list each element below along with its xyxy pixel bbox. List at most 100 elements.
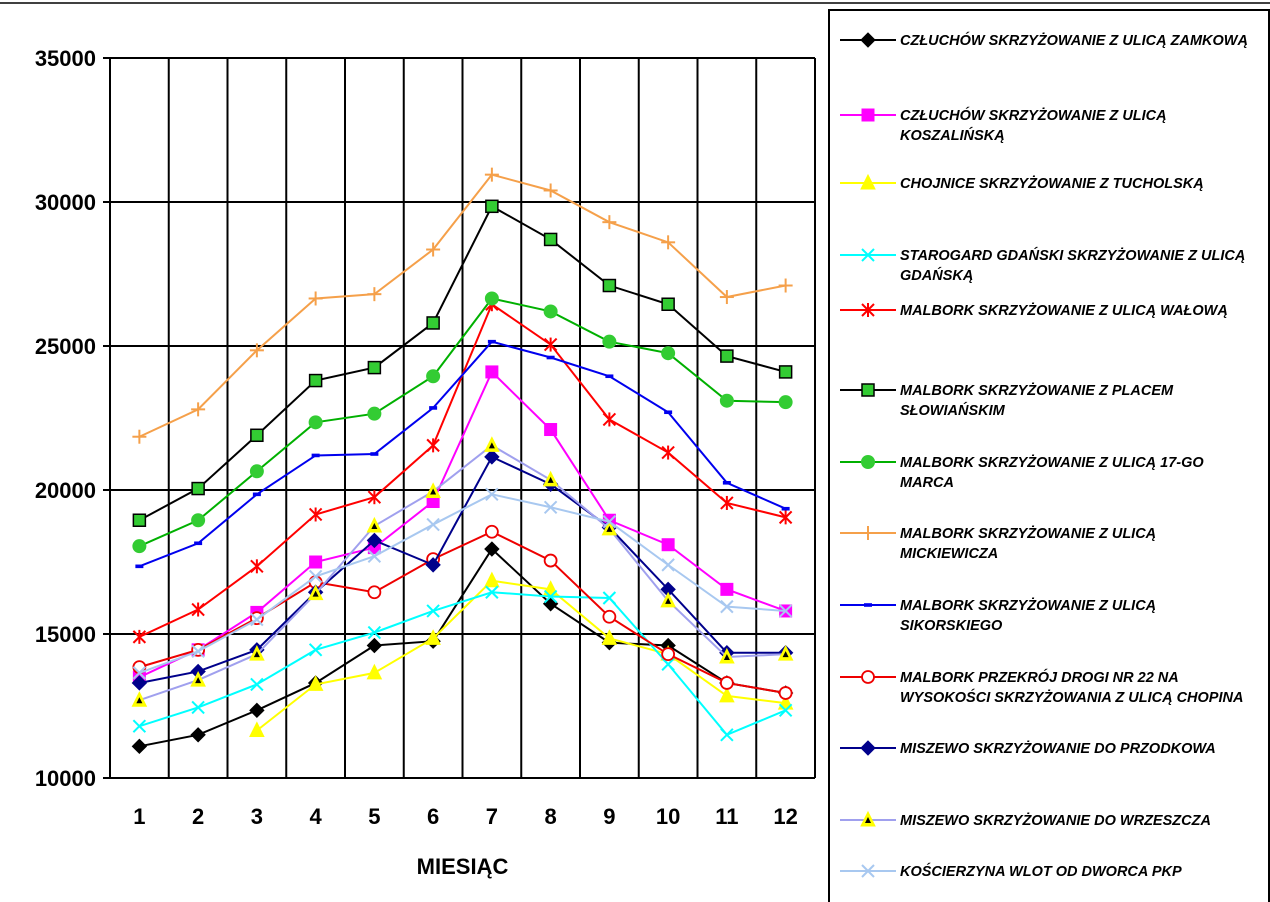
x-tick-label: 10 [656,804,680,829]
legend-swatch-marker [860,32,876,48]
legend-swatch-marker [864,603,872,607]
legend-entry: CZŁUCHÓW SKRZYŻOWANIE Z ULICĄ KOSZALIŃSKĄ [840,106,1167,144]
series-line [138,173,786,438]
data-point [366,663,383,680]
data-point [484,541,500,557]
series-9 [135,339,790,569]
data-point [252,492,261,497]
data-point [307,584,324,601]
data-point [661,297,675,311]
series-layer [131,167,794,755]
data-point [426,316,440,330]
data-point [720,495,734,510]
x-tick-label: 8 [545,804,557,829]
data-point [308,507,323,522]
data-point [720,582,734,596]
series-7 [132,291,793,554]
series-10 [132,524,793,700]
data-point [135,564,144,569]
legend: CZŁUCHÓW SKRZYŻOWANIE Z ULICĄ ZAMKOWĄ CZŁ… [828,9,1270,902]
data-point [132,719,147,733]
data-point [543,232,558,247]
series-line [139,455,786,684]
data-point [132,539,147,554]
data-point [426,369,441,384]
x-tick-label: 4 [310,804,323,829]
data-point [191,602,205,617]
data-point [778,703,793,718]
x-tick-label: 11 [715,804,738,829]
x-axis-title: MIESIĄC [417,854,509,879]
data-point [719,393,734,408]
data-point [719,676,734,690]
legend-label: STAROGARD GDAŃSKI SKRZYŻOWANIE Z ULICĄ GD… [900,246,1245,284]
data-point [543,553,558,568]
data-point [131,738,148,755]
data-point [132,629,147,644]
x-tick-label: 1 [133,804,145,829]
data-point [308,291,323,306]
data-point [602,334,617,349]
series-line [139,444,786,702]
data-point [543,337,558,352]
data-point [191,644,205,658]
legend-label: CZŁUCHÓW SKRZYŻOWANIE Z ULICĄ ZAMKOWĄ [900,31,1248,49]
data-point [661,235,676,250]
data-point [720,728,734,742]
data-point [426,604,440,618]
data-point [484,524,499,539]
data-point [250,559,264,574]
x-tick-label: 9 [603,804,615,829]
data-point [543,589,558,604]
legend-entry: MALBORK SKRZYŻOWANIE Z ULICĄ SIKORSKIEGO [840,597,1156,634]
data-point [131,675,148,691]
data-point [367,406,382,421]
data-point [367,490,382,505]
series-6 [132,199,793,527]
data-point [250,612,264,627]
data-point [131,691,148,707]
data-point [720,349,734,363]
legend-entry: MISZEWO SKRZYŻOWANIE DO PRZODKOWA [840,740,1216,757]
x-tick-label: 12 [773,804,797,829]
legend-entry: MALBORK SKRZYŻOWANIE Z ULICĄ MICKIEWICZA [840,525,1156,562]
legend-label: KOŚCIERZYNA WLOT OD DWORCA PKP [900,862,1182,880]
data-point [485,585,499,599]
legend-swatch-marker [861,670,875,684]
series-line [256,579,786,732]
data-point [661,647,676,662]
data-point [720,599,734,614]
data-point [602,412,617,427]
data-point [542,470,559,487]
data-point [311,453,320,458]
data-point [191,700,205,715]
data-point [370,452,379,456]
series-8 [132,167,793,444]
legend-entry: MISZEWO SKRZYŻOWANIE DO WRZESZCZA [840,810,1211,829]
series-line [139,340,787,568]
data-point [426,517,440,532]
data-point [664,410,673,415]
data-point [426,242,441,257]
data-point [249,702,265,719]
data-point [660,591,676,608]
data-point [543,304,558,319]
data-point [308,643,323,657]
legend-box [828,9,1270,902]
x-tick-label: 3 [251,804,263,829]
data-point [778,604,793,618]
data-point [367,549,382,563]
data-point [366,532,383,549]
legend-entry: MALBORK SKRZYŻOWANIE Z ULICĄ 17-GO MARCA [840,454,1204,491]
series-line [139,591,787,737]
data-point [425,482,441,498]
legend-entry: MALBORK SKRZYŻOWANIE Z PLACEM SŁOWIAŃSKIM [840,382,1174,419]
x-tick-label: 5 [368,804,380,829]
data-point [249,343,264,358]
data-point [602,278,617,293]
data-point [543,183,558,198]
series-line [138,204,786,522]
data-point [191,402,206,417]
